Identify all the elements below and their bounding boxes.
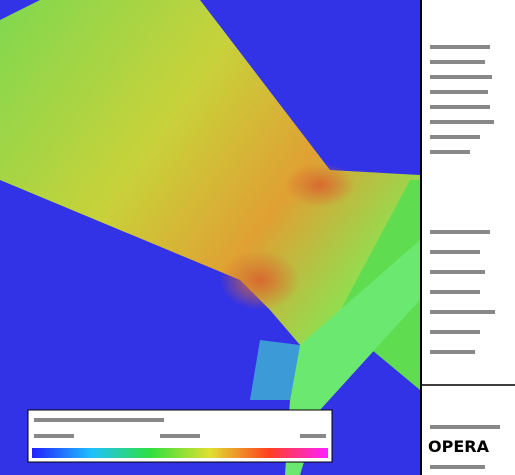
text-line <box>430 310 495 314</box>
text-line <box>430 425 500 429</box>
text-line <box>430 45 490 49</box>
text-line <box>430 75 492 79</box>
text-line <box>430 135 480 139</box>
text-line <box>430 465 485 469</box>
hot-spot <box>220 250 300 310</box>
text-line <box>160 434 200 438</box>
text-line <box>430 150 470 154</box>
text-line <box>430 90 488 94</box>
text-line <box>430 270 485 274</box>
text-line <box>430 230 490 234</box>
text-line <box>430 290 480 294</box>
text-line <box>300 434 326 438</box>
viewer: OPERA <box>0 0 515 475</box>
text-line <box>430 330 480 334</box>
text-line <box>430 120 494 124</box>
colorbar <box>32 448 328 458</box>
text-line <box>430 60 485 64</box>
text-line <box>430 250 480 254</box>
text-line <box>430 350 475 354</box>
logo: OPERA <box>428 437 490 456</box>
page: OPERA (() => { const data = JSON.parse(d… <box>0 0 515 475</box>
text-line <box>34 418 164 422</box>
text-line <box>34 434 74 438</box>
text-line <box>430 105 490 109</box>
hot-spot <box>285 163 355 207</box>
info-text <box>430 45 500 469</box>
